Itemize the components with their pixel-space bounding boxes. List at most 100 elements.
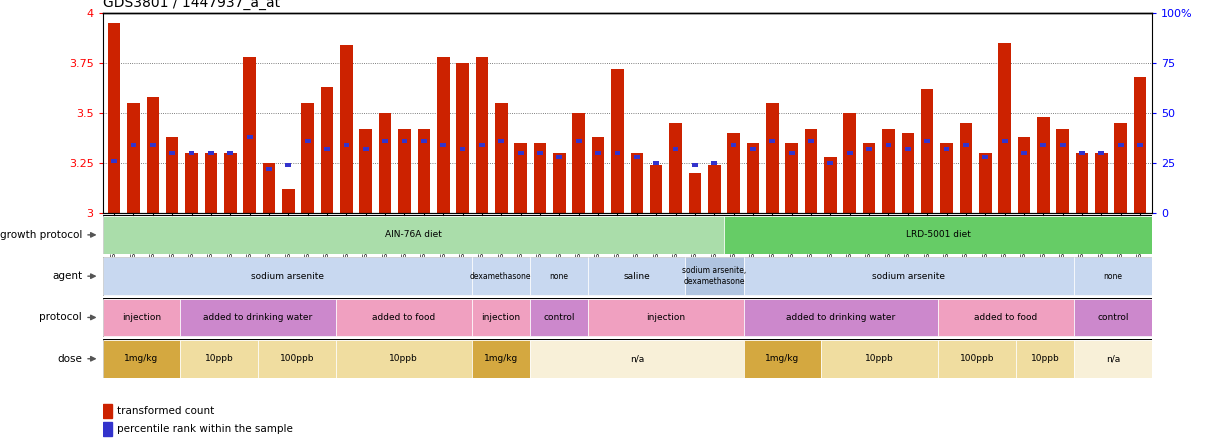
- Bar: [650, 165, 662, 213]
- Bar: [843, 113, 856, 213]
- Text: n/a: n/a: [1106, 354, 1120, 363]
- Bar: [941, 143, 953, 213]
- Text: sodium arsenite: sodium arsenite: [251, 272, 323, 281]
- Bar: [902, 133, 914, 213]
- Bar: [130, 143, 136, 147]
- Bar: [1041, 143, 1047, 147]
- Bar: [263, 163, 275, 213]
- Bar: [882, 129, 895, 213]
- Bar: [359, 129, 373, 213]
- Bar: [498, 139, 504, 143]
- Bar: [983, 155, 988, 159]
- Bar: [938, 340, 1015, 377]
- Text: AIN-76A diet: AIN-76A diet: [385, 230, 441, 239]
- Bar: [247, 135, 252, 139]
- Text: injection: injection: [646, 313, 685, 322]
- Bar: [437, 57, 450, 213]
- Bar: [472, 258, 529, 295]
- Bar: [169, 151, 175, 155]
- Bar: [904, 147, 911, 151]
- Bar: [324, 147, 330, 151]
- Bar: [962, 143, 968, 147]
- Text: n/a: n/a: [630, 354, 644, 363]
- Bar: [494, 103, 508, 213]
- Bar: [1018, 137, 1030, 213]
- Bar: [282, 189, 294, 213]
- Bar: [398, 129, 411, 213]
- Text: LRD-5001 diet: LRD-5001 diet: [906, 230, 971, 239]
- Bar: [103, 299, 180, 336]
- Bar: [766, 103, 779, 213]
- Bar: [731, 143, 737, 147]
- Text: added to food: added to food: [371, 313, 435, 322]
- Bar: [1137, 143, 1143, 147]
- Bar: [534, 143, 546, 213]
- Text: percentile rank within the sample: percentile rank within the sample: [117, 424, 293, 434]
- Bar: [589, 258, 685, 295]
- Text: control: control: [1097, 313, 1129, 322]
- Bar: [1075, 258, 1152, 295]
- Bar: [103, 422, 112, 436]
- Bar: [107, 24, 121, 213]
- Bar: [769, 139, 775, 143]
- Bar: [924, 139, 930, 143]
- Bar: [382, 139, 388, 143]
- Bar: [744, 299, 938, 336]
- Bar: [592, 137, 604, 213]
- Bar: [207, 151, 213, 155]
- Text: 1mg/kg: 1mg/kg: [484, 354, 517, 363]
- Bar: [335, 299, 472, 336]
- Text: dexamethasone: dexamethasone: [470, 272, 532, 281]
- Bar: [188, 151, 194, 155]
- Bar: [529, 340, 744, 377]
- Bar: [258, 340, 335, 377]
- Bar: [727, 133, 740, 213]
- Bar: [344, 143, 350, 147]
- Bar: [459, 147, 466, 151]
- Bar: [808, 139, 814, 143]
- Bar: [615, 151, 620, 155]
- Bar: [1075, 340, 1152, 377]
- Text: 100ppb: 100ppb: [280, 354, 314, 363]
- Bar: [689, 173, 701, 213]
- Bar: [186, 153, 198, 213]
- Text: dose: dose: [57, 354, 82, 364]
- Bar: [1060, 143, 1066, 147]
- Bar: [529, 299, 589, 336]
- Bar: [1056, 129, 1069, 213]
- Text: GDS3801 / 1447937_a_at: GDS3801 / 1447937_a_at: [103, 0, 280, 9]
- Bar: [244, 57, 256, 213]
- Bar: [1015, 340, 1075, 377]
- Bar: [103, 216, 725, 254]
- Bar: [472, 299, 529, 336]
- Bar: [1079, 151, 1085, 155]
- Bar: [1099, 151, 1105, 155]
- Text: control: control: [544, 313, 575, 322]
- Bar: [744, 340, 821, 377]
- Bar: [1114, 123, 1128, 213]
- Bar: [127, 103, 140, 213]
- Text: added to drinking water: added to drinking water: [204, 313, 312, 322]
- Bar: [575, 139, 581, 143]
- Bar: [885, 143, 891, 147]
- Bar: [556, 155, 562, 159]
- Bar: [305, 139, 311, 143]
- Bar: [827, 161, 833, 165]
- Bar: [573, 113, 585, 213]
- Text: none: none: [550, 272, 568, 281]
- Bar: [1002, 139, 1007, 143]
- Bar: [785, 143, 798, 213]
- Bar: [335, 340, 472, 377]
- Bar: [150, 143, 156, 147]
- Text: sodium arsenite,
dexamethasone: sodium arsenite, dexamethasone: [683, 266, 747, 286]
- Text: none: none: [1103, 272, 1123, 281]
- Bar: [692, 163, 698, 167]
- Bar: [180, 340, 258, 377]
- Bar: [402, 139, 408, 143]
- Text: injection: injection: [122, 313, 160, 322]
- Bar: [862, 143, 876, 213]
- Bar: [824, 157, 837, 213]
- Bar: [514, 143, 527, 213]
- Bar: [1134, 77, 1147, 213]
- Bar: [1021, 151, 1026, 155]
